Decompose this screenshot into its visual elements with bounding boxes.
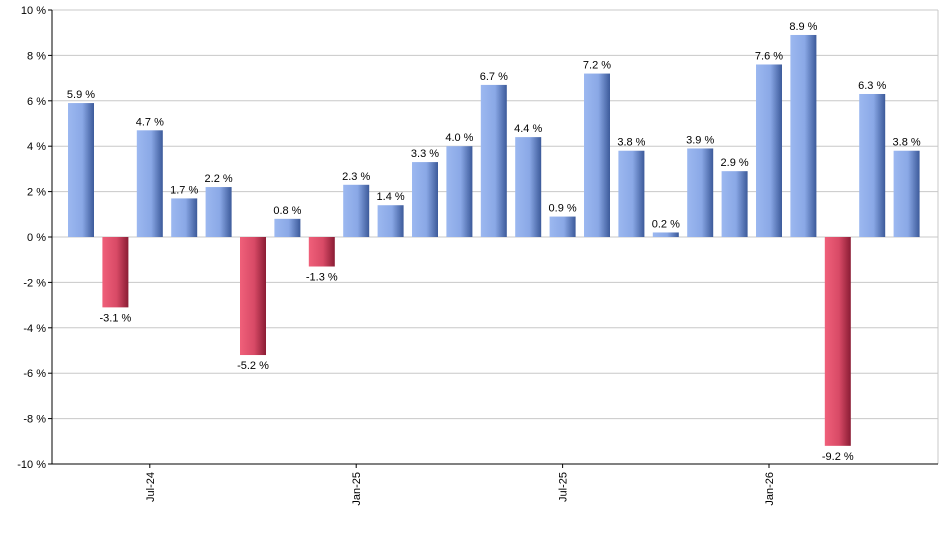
data-label: 3.9 % bbox=[686, 134, 714, 146]
data-label: -9.2 % bbox=[822, 451, 854, 463]
data-label: -1.3 % bbox=[306, 272, 338, 284]
bar bbox=[721, 171, 748, 237]
bar bbox=[171, 198, 198, 237]
data-label: 4.4 % bbox=[514, 123, 542, 135]
bar bbox=[446, 146, 473, 237]
bar bbox=[687, 148, 714, 237]
x-tick-label: Jan-26 bbox=[764, 472, 776, 506]
data-label: 1.7 % bbox=[170, 184, 198, 196]
data-label: 0.8 % bbox=[273, 205, 301, 217]
data-label: 6.7 % bbox=[480, 71, 508, 83]
data-label: 0.9 % bbox=[549, 203, 577, 215]
bar bbox=[756, 64, 782, 237]
y-tick-label: -4 % bbox=[23, 323, 46, 335]
y-tick-label: -6 % bbox=[23, 368, 46, 380]
y-tick-label: 6 % bbox=[27, 96, 46, 108]
bar bbox=[377, 205, 404, 237]
bar bbox=[652, 232, 679, 237]
bar bbox=[584, 73, 610, 237]
data-label: 5.9 % bbox=[67, 89, 95, 101]
bar bbox=[68, 103, 94, 237]
bar bbox=[412, 162, 438, 237]
x-tick-label: Jul-24 bbox=[145, 472, 157, 502]
y-tick-label: -8 % bbox=[23, 414, 46, 426]
data-label: -3.1 % bbox=[100, 312, 132, 324]
data-label: 3.3 % bbox=[411, 148, 439, 160]
y-tick-label: -2 % bbox=[23, 277, 46, 289]
data-label: 0.2 % bbox=[652, 218, 680, 230]
axes: -10 % -8 % -6 % -4 % -2 % 0 % 2 % 4 % 6 % 8 % 10 %… bbox=[17, 5, 938, 506]
y-tick-label: 8 % bbox=[27, 50, 46, 62]
data-label: 3.8 % bbox=[893, 137, 921, 149]
data-label: 7.2 % bbox=[583, 60, 611, 72]
bar bbox=[343, 184, 370, 237]
bar bbox=[480, 84, 507, 237]
data-labels: 5.9 % -3.1 % 4.7 % 1.7 % 2.2 % -5.2 % 0.8 % -1.… bbox=[67, 21, 921, 463]
data-label: 3.8 % bbox=[617, 137, 645, 149]
bar bbox=[790, 34, 817, 237]
x-tick-label: Jul-25 bbox=[558, 472, 570, 502]
data-label: 2.2 % bbox=[205, 173, 233, 185]
bar bbox=[618, 150, 645, 237]
bar bbox=[515, 137, 542, 237]
x-tick-label: Jan-25 bbox=[351, 472, 363, 506]
bar bbox=[205, 187, 232, 237]
data-label: 6.3 % bbox=[858, 80, 886, 92]
y-tick-label: 0 % bbox=[27, 232, 46, 244]
bar bbox=[824, 237, 851, 446]
data-label: 7.6 % bbox=[755, 50, 783, 62]
data-label: 1.4 % bbox=[377, 191, 405, 203]
bar bbox=[859, 93, 886, 238]
y-tick-label: 4 % bbox=[27, 141, 46, 153]
data-label: 4.0 % bbox=[445, 132, 473, 144]
bar bbox=[893, 150, 920, 237]
y-tick-label: 10 % bbox=[21, 5, 46, 17]
data-label: 2.3 % bbox=[342, 171, 370, 183]
bar bbox=[308, 237, 335, 267]
bar bbox=[240, 237, 266, 356]
y-tick-label: 2 % bbox=[27, 187, 46, 199]
y-tick-label: -10 % bbox=[17, 459, 46, 471]
bars bbox=[68, 34, 920, 446]
data-label: 8.9 % bbox=[789, 21, 817, 33]
bar bbox=[274, 218, 301, 237]
bar bbox=[549, 216, 576, 237]
bar bbox=[136, 130, 163, 237]
data-label: -5.2 % bbox=[237, 360, 269, 372]
bar bbox=[102, 237, 129, 308]
data-label: 4.7 % bbox=[136, 116, 164, 128]
data-label: 2.9 % bbox=[721, 157, 749, 169]
